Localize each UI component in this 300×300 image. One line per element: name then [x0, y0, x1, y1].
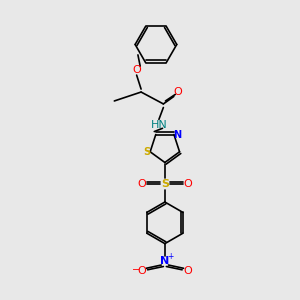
Text: S: S [161, 179, 169, 189]
Text: N: N [160, 256, 170, 266]
Text: O: O [184, 266, 192, 276]
Text: −: − [132, 265, 140, 275]
Text: S: S [144, 147, 151, 157]
Text: O: O [132, 65, 141, 75]
Text: +: + [167, 252, 173, 261]
Text: N: N [173, 130, 181, 140]
Text: O: O [174, 87, 183, 97]
Text: HN: HN [151, 120, 167, 130]
Text: O: O [184, 179, 192, 189]
Text: O: O [137, 266, 146, 276]
Text: O: O [137, 179, 146, 189]
